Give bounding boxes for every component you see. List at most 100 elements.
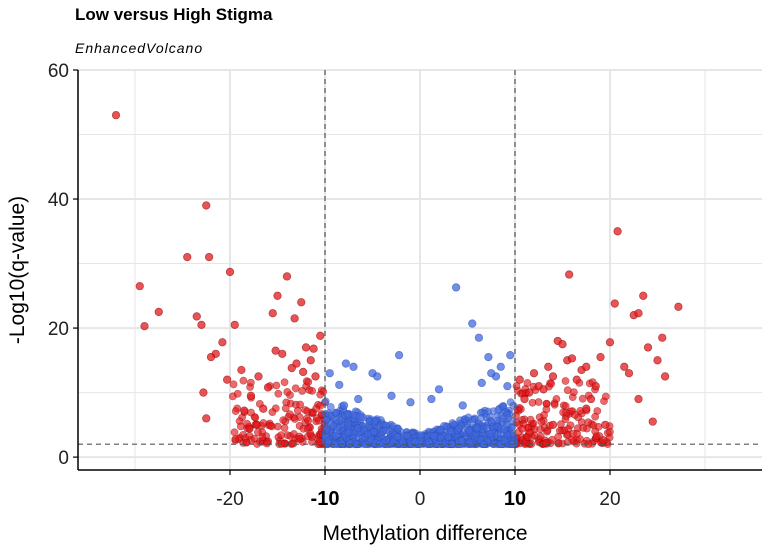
y-tick-label: 60 <box>48 61 69 82</box>
x-axis-label: Methylation difference <box>322 522 527 545</box>
sig-point <box>272 381 281 390</box>
ns-point <box>477 378 486 388</box>
sig-point <box>537 417 546 426</box>
ns-point <box>335 380 344 389</box>
sig-point <box>290 314 299 323</box>
ns-point <box>457 437 466 445</box>
ns-point <box>406 398 415 407</box>
sig-point <box>263 383 273 392</box>
ns-point <box>506 351 515 360</box>
non-significant-points <box>321 283 519 449</box>
sig-point <box>281 404 290 413</box>
sig-point <box>297 298 306 307</box>
sig-point <box>534 398 543 406</box>
ns-point <box>484 352 493 362</box>
x-tick-label: 10 <box>504 488 526 510</box>
sig-point <box>634 309 643 318</box>
ns-point <box>341 359 351 368</box>
ns-point <box>436 425 445 434</box>
sig-point <box>648 417 657 426</box>
sig-point <box>311 372 320 381</box>
ns-point <box>329 422 337 430</box>
ns-point <box>382 426 390 435</box>
sig-point <box>570 410 579 419</box>
sig-point <box>555 426 564 435</box>
ns-point <box>394 424 402 433</box>
sig-point <box>542 405 551 414</box>
sig-point <box>565 270 574 279</box>
x-tick-label: -20 <box>216 489 243 510</box>
sig-point <box>309 344 318 353</box>
ns-point <box>468 319 477 328</box>
sig-point <box>304 377 313 386</box>
ns-point <box>500 425 509 434</box>
sig-point <box>653 356 662 365</box>
sig-point <box>315 416 323 425</box>
sig-point <box>246 378 255 387</box>
sig-point <box>283 388 292 396</box>
ns-point <box>331 431 340 440</box>
sig-point <box>247 408 255 417</box>
sig-point <box>566 421 575 430</box>
ns-point <box>331 408 340 417</box>
ns-point <box>339 401 349 410</box>
sig-point <box>290 415 299 423</box>
y-axis-label: -Log10(q-value) <box>6 196 29 344</box>
sig-point <box>225 267 235 277</box>
sig-point <box>218 338 227 347</box>
sig-point <box>586 394 596 404</box>
sig-point <box>289 439 298 448</box>
ns-point <box>427 394 436 404</box>
sig-point <box>639 291 648 300</box>
sig-point <box>572 375 581 384</box>
sig-point <box>516 405 525 413</box>
sig-point <box>539 385 548 394</box>
significant-points <box>111 111 683 449</box>
ns-point <box>474 333 484 342</box>
ns-point <box>464 426 473 435</box>
sig-point <box>204 252 214 262</box>
sig-point <box>259 404 268 413</box>
sig-point <box>301 343 311 352</box>
sig-point <box>274 389 283 398</box>
axes <box>73 69 762 475</box>
sig-point <box>258 433 267 442</box>
ns-point <box>509 401 518 410</box>
ns-point <box>349 362 358 371</box>
sig-point <box>643 343 653 352</box>
ns-point <box>393 432 402 441</box>
ns-point <box>343 410 352 419</box>
sig-point <box>273 291 282 300</box>
sig-point <box>268 408 277 417</box>
sig-point <box>526 428 535 437</box>
sig-point <box>554 439 563 448</box>
sig-point <box>613 227 622 236</box>
sig-point <box>306 429 315 438</box>
ns-point <box>373 372 382 381</box>
sig-point <box>591 381 600 391</box>
ns-point <box>434 385 444 394</box>
sig-point <box>285 410 294 419</box>
sig-point <box>222 375 232 384</box>
sig-point <box>140 321 149 331</box>
sig-point <box>601 420 610 429</box>
ns-point <box>322 415 331 424</box>
sig-point <box>605 338 615 347</box>
sig-point <box>558 340 567 349</box>
ns-point <box>458 401 467 410</box>
sig-point <box>183 252 192 262</box>
sig-point <box>154 307 163 317</box>
ns-point <box>451 283 461 292</box>
sig-point <box>601 392 610 401</box>
sig-point <box>242 438 251 447</box>
sig-point <box>229 380 238 389</box>
sig-point <box>206 352 216 362</box>
ns-point <box>346 439 354 448</box>
sig-point <box>231 435 240 444</box>
sig-point <box>591 412 600 421</box>
sig-point <box>674 302 683 311</box>
ns-point <box>338 439 346 448</box>
sig-point <box>259 419 268 427</box>
sig-point <box>620 362 629 371</box>
sig-point <box>529 369 539 378</box>
